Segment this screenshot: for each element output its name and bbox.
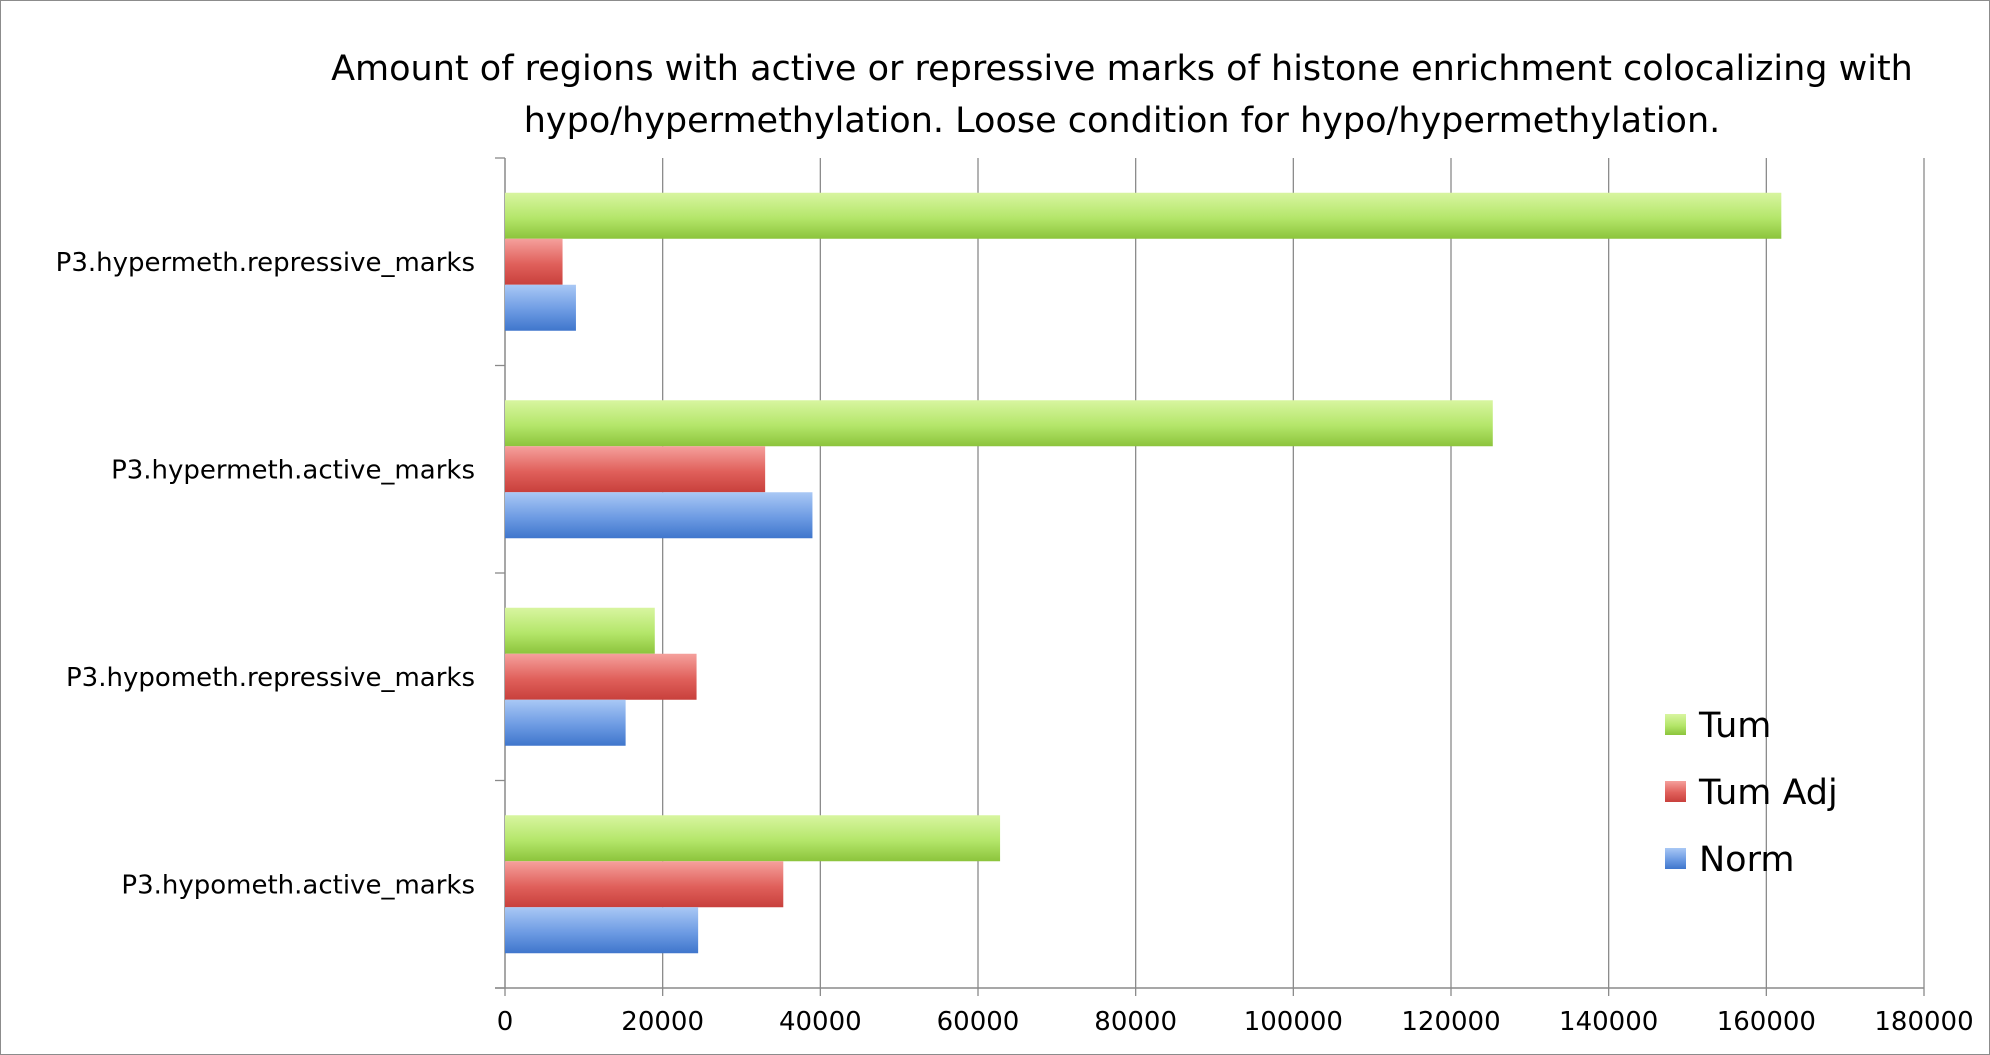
x-tick-labels: 0 20000 40000 60000 80000 100000 120000 140000 1… xyxy=(497,1007,1974,1037)
bar-tum-p3-hypometh-repressive-marks xyxy=(505,607,655,654)
x-tick-label: 100000 xyxy=(1244,1007,1343,1037)
category-label: P3.hypermeth.active_marks xyxy=(111,455,475,485)
x-tick-label: 140000 xyxy=(1559,1007,1658,1037)
bar-tum-adj-p3-hypermeth-active-marks xyxy=(505,446,766,493)
bar-tum-p3-hypometh-active-marks xyxy=(505,815,1001,862)
x-tick-label: 80000 xyxy=(1094,1007,1177,1037)
chart-title-line-1: Amount of regions with active or repress… xyxy=(331,49,1913,89)
legend-swatch-norm xyxy=(1665,848,1686,869)
x-tick-label: 160000 xyxy=(1717,1007,1816,1037)
x-tick-label: 40000 xyxy=(779,1007,862,1037)
bar-norm-p3-hypermeth-repressive-marks xyxy=(505,284,576,331)
legend-label-tum: Tum xyxy=(1698,706,1771,746)
legend-swatch-tum-adj xyxy=(1665,781,1686,802)
bar-tum-p3-hypermeth-repressive-marks xyxy=(505,192,1782,239)
bar-tum-adj-p3-hypometh-repressive-marks xyxy=(505,653,697,700)
legend-label-tum-adj: Tum Adj xyxy=(1698,773,1838,813)
category-labels: P3.hypometh.active_marks P3.hypometh.repr… xyxy=(56,248,475,901)
bar-tum-p3-hypermeth-active-marks xyxy=(505,400,1493,447)
bar-norm-p3-hypometh-repressive-marks xyxy=(505,699,626,746)
bar-tum-adj-p3-hypermeth-repressive-marks xyxy=(505,238,563,285)
bar-norm-p3-hypometh-active-marks xyxy=(505,907,699,954)
legend: Tum Tum Adj Norm xyxy=(1665,706,1838,880)
category-label: P3.hypometh.repressive_marks xyxy=(66,663,475,693)
x-tick-label: 60000 xyxy=(937,1007,1020,1037)
x-tick-label: 0 xyxy=(497,1007,514,1037)
category-label: P3.hypermeth.repressive_marks xyxy=(56,248,475,278)
bar-norm-p3-hypermeth-active-marks xyxy=(505,492,813,539)
legend-swatch-tum xyxy=(1665,714,1686,735)
x-tick-label: 20000 xyxy=(621,1007,704,1037)
x-tick-label: 120000 xyxy=(1401,1007,1500,1037)
chart-title-line-2: hypo/hypermethylation. Loose condition f… xyxy=(524,101,1721,141)
bar-tum-adj-p3-hypometh-active-marks xyxy=(505,861,784,908)
legend-label-norm: Norm xyxy=(1699,840,1794,880)
category-label: P3.hypometh.active_marks xyxy=(121,870,475,900)
bars xyxy=(505,192,1782,954)
x-tick-label: 180000 xyxy=(1874,1007,1973,1037)
